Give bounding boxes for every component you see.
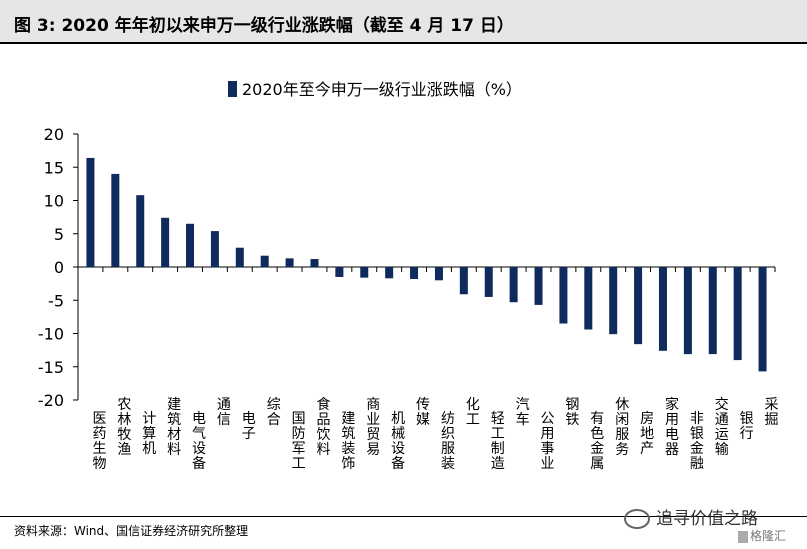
- bar-25: [683, 267, 692, 355]
- x-tick-label: 通信: [217, 397, 231, 428]
- x-tick-label: 有色金属: [590, 411, 604, 472]
- bar-27: [733, 267, 742, 361]
- bar-14: [410, 267, 419, 279]
- wechat-icon: [624, 509, 650, 529]
- bar-10: [310, 259, 319, 267]
- x-tick-label: 电子: [242, 411, 256, 442]
- x-tick-label: 交通运输: [715, 396, 729, 458]
- bar-18: [509, 267, 518, 303]
- bar-7: [235, 247, 244, 267]
- y-tick-label: 20: [44, 125, 64, 144]
- x-axis: [77, 266, 776, 272]
- legend-label: 2020年至今申万一级行业涨跌幅（%）: [242, 80, 522, 99]
- x-tick-label: 国防军工: [292, 411, 306, 472]
- bar-chart: 2020年至今申万一级行业涨跌幅（%） -20-15-10-505101520 …: [38, 80, 779, 472]
- bar-5: [186, 223, 195, 267]
- x-tick-label: 食品饮料: [316, 396, 330, 458]
- bar-16: [459, 267, 468, 295]
- logo-icon: [738, 530, 748, 543]
- bar-20: [559, 267, 568, 324]
- bar-13: [385, 267, 394, 279]
- x-tick-label: 农林牧渔: [117, 397, 131, 458]
- x-tick-label: 纺织服装: [441, 411, 455, 472]
- bar-22: [609, 267, 618, 335]
- watermark: 追寻价值之路: [624, 504, 758, 529]
- bar-28: [758, 267, 767, 372]
- bar-9: [285, 258, 294, 267]
- x-tick-label: 钢铁: [565, 397, 579, 428]
- watermark-logo: 格隆汇: [738, 527, 786, 544]
- x-tick-label: 计算机: [142, 411, 156, 457]
- x-tick-label: 传媒: [416, 397, 430, 428]
- x-tick-label: 银行: [740, 411, 754, 442]
- y-axis: -20 -15 -10 -5 0 5 10 15 20: [38, 125, 79, 410]
- source-note: 资料来源：Wind、国信证券经济研究所整理: [14, 524, 249, 538]
- bar-23: [634, 267, 643, 345]
- bar-3: [136, 195, 145, 267]
- y-tick-label: 0: [54, 258, 64, 277]
- bar-12: [360, 267, 369, 278]
- y-tick-label: -20: [38, 391, 64, 410]
- x-tick-label: 机械设备: [391, 411, 405, 472]
- watermark-text: 追寻价值之路: [656, 509, 758, 529]
- x-tick-label: 休闲服务: [615, 397, 629, 458]
- x-tick-label: 电气设备: [192, 411, 206, 472]
- bar-17: [484, 267, 493, 297]
- bar-11: [335, 267, 344, 277]
- x-tick-label: 汽车: [516, 397, 530, 428]
- bar-4: [161, 217, 170, 267]
- bar-19: [534, 267, 543, 305]
- x-tick-label: 公用事业: [541, 411, 555, 472]
- figure-header: 图 3: 2020 年年初以来申万一级行业涨跌幅（截至 4 月 17 日）: [0, 0, 807, 44]
- y-tick-label: -10: [38, 325, 64, 344]
- x-tick-label: 商业贸易: [366, 397, 380, 458]
- x-tick-label: 房地产: [640, 411, 654, 457]
- y-tick-label: 15: [44, 158, 64, 177]
- y-tick-label: 5: [54, 225, 64, 244]
- x-tick-label: 家用电器: [665, 396, 679, 458]
- x-tick-label: 医药生物: [92, 411, 106, 472]
- x-tick-label: 综合: [267, 397, 281, 428]
- bar-8: [260, 255, 269, 267]
- y-tick-label: -15: [38, 358, 64, 377]
- x-tick-label: 化工: [466, 397, 480, 428]
- figure-title: 图 3: 2020 年年初以来申万一级行业涨跌幅（截至 4 月 17 日）: [14, 16, 514, 36]
- x-tick-label: 轻工制造: [491, 411, 505, 472]
- bar-2: [111, 173, 120, 267]
- watermark-logo-text: 格隆汇: [750, 529, 787, 543]
- bar-26: [708, 267, 717, 355]
- legend-swatch: [228, 81, 237, 97]
- bars: [86, 157, 767, 372]
- x-tick-label: 非银金融: [690, 411, 704, 472]
- bar-6: [210, 231, 219, 267]
- y-tick-label: -5: [48, 291, 64, 310]
- bar-21: [584, 267, 593, 330]
- bar-15: [434, 267, 443, 281]
- x-tick-label: 建筑材料: [167, 397, 181, 458]
- legend: 2020年至今申万一级行业涨跌幅（%）: [228, 80, 522, 99]
- bar-24: [658, 267, 667, 351]
- y-tick-label: 10: [44, 192, 64, 211]
- footer-divider: [0, 516, 807, 517]
- bar-1: [86, 157, 95, 267]
- x-tick-label: 建筑装饰: [341, 411, 355, 472]
- x-tick-label: 采掘: [765, 397, 779, 428]
